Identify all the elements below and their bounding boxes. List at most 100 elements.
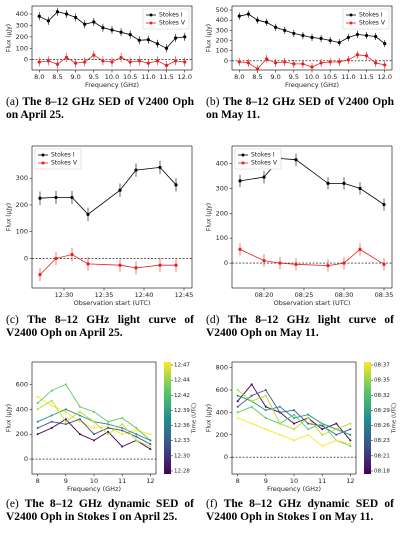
legend-marker <box>241 161 245 165</box>
data-point <box>250 383 253 386</box>
data-point <box>107 426 110 429</box>
colorbar-tick-label: 08:23 <box>374 438 390 444</box>
panel: 08:20 08:25 08:30 08:35 0 100 200 300 400 Observa… <box>206 145 394 307</box>
series-line <box>39 166 177 215</box>
y-tick-label: 100 <box>16 228 28 236</box>
data-point <box>328 60 332 64</box>
x-tick-label: 12:35 <box>95 291 114 299</box>
x-tick-label: 08:35 <box>375 291 394 299</box>
data-point <box>364 54 369 58</box>
data-point <box>93 410 95 413</box>
data-point <box>38 273 42 277</box>
data-point <box>158 165 162 170</box>
data-point <box>342 261 346 265</box>
data-point <box>121 423 124 426</box>
colorbar-tick-label: 12:28 <box>174 469 190 475</box>
x-axis-label: Frequency (GHz) <box>267 485 321 493</box>
data-point <box>264 20 269 24</box>
caption-text: The 8–12 GHz light curve of V2400 Oph on… <box>6 314 195 339</box>
y-axis-label: Flux (µJy) <box>6 404 13 432</box>
data-point <box>355 53 360 57</box>
legend-marker <box>149 21 153 25</box>
y-tick-label: 600 <box>16 380 28 388</box>
colorbar-tick-label: 12:33 <box>174 438 190 444</box>
data-point <box>50 420 53 423</box>
y-tick-label: 200 <box>16 201 28 209</box>
data-point <box>146 38 150 42</box>
data-point <box>164 63 169 68</box>
x-tick-label: 8.5 <box>52 73 62 81</box>
data-point <box>174 263 178 267</box>
data-point <box>50 404 53 407</box>
data-point <box>110 60 114 64</box>
caption: (e) The 8–12 GHz dynamic SED of V2400 Op… <box>6 498 194 524</box>
data-point <box>74 15 78 20</box>
colorbar-tick-label: 12:42 <box>174 393 190 399</box>
data-point <box>294 158 298 162</box>
data-point <box>107 420 110 423</box>
y-tick-label: 0 <box>24 255 28 263</box>
data-point <box>328 38 332 43</box>
y-tick-label: 100 <box>216 47 228 55</box>
data-point <box>64 383 67 386</box>
caption: (a) The 8–12 GHz SED of V2400 Oph on Apr… <box>6 96 194 122</box>
data-point <box>64 408 67 411</box>
legend-label: Stokes V <box>159 20 186 27</box>
data-point <box>293 417 295 419</box>
data-point <box>374 34 378 39</box>
data-point <box>346 58 350 62</box>
data-point <box>86 212 90 216</box>
data-point <box>83 22 87 26</box>
data-point <box>278 422 281 425</box>
x-tick-label: 08:30 <box>335 291 354 299</box>
y-tick-label: 0 <box>224 453 228 461</box>
data-point <box>121 445 124 448</box>
y-tick-label: 200 <box>216 209 228 217</box>
data-point <box>50 414 53 417</box>
x-tick-label: 12 <box>146 477 154 485</box>
caption: (c) The 8–12 GHz light curve of V2400 Op… <box>6 314 194 340</box>
data-point <box>74 61 78 65</box>
data-point <box>264 394 267 397</box>
y-tick-label: 0 <box>224 57 228 65</box>
data-point <box>349 445 352 447</box>
data-point <box>149 448 152 451</box>
caption-label: (f) <box>206 498 218 510</box>
y-tick-label: 300 <box>16 21 28 29</box>
x-tick-label: 11.5 <box>159 73 173 81</box>
data-point <box>262 175 266 179</box>
y-axis-label: Flux (µJy) <box>6 203 13 231</box>
data-point <box>38 196 42 200</box>
data-point <box>264 405 267 408</box>
data-point <box>101 26 105 30</box>
data-point <box>146 61 150 65</box>
data-point <box>358 247 362 251</box>
data-point <box>319 36 323 41</box>
data-point <box>274 25 278 29</box>
data-point <box>321 428 324 431</box>
x-axis-label: Frequency (GHz) <box>85 81 139 89</box>
data-point <box>121 417 124 419</box>
data-point <box>307 417 310 419</box>
data-point <box>238 247 242 251</box>
data-point <box>250 405 253 408</box>
data-point <box>236 389 239 391</box>
legend-box <box>142 8 190 30</box>
data-point <box>183 60 187 64</box>
data-point <box>135 439 138 442</box>
colorbar-tick-label: 12:36 <box>174 423 190 429</box>
data-point <box>54 256 58 261</box>
data-point <box>93 439 95 442</box>
data-point <box>292 62 296 66</box>
colorbar-tick-label: 08:32 <box>374 393 390 399</box>
data-point <box>93 426 95 429</box>
x-tick-label: 12:30 <box>55 291 74 299</box>
x-tick-label: 12:45 <box>175 291 194 299</box>
y-tick-label: 200 <box>216 431 228 439</box>
y-tick-label: 200 <box>16 33 28 41</box>
data-point <box>292 31 296 36</box>
caption-label: (b) <box>206 96 220 108</box>
caption-text: The 8–12 GHz SED of V2400 Oph on April 2… <box>6 96 195 121</box>
legend-label: Stokes V <box>251 160 278 167</box>
colorbar-tick-label: 08:35 <box>374 378 390 384</box>
